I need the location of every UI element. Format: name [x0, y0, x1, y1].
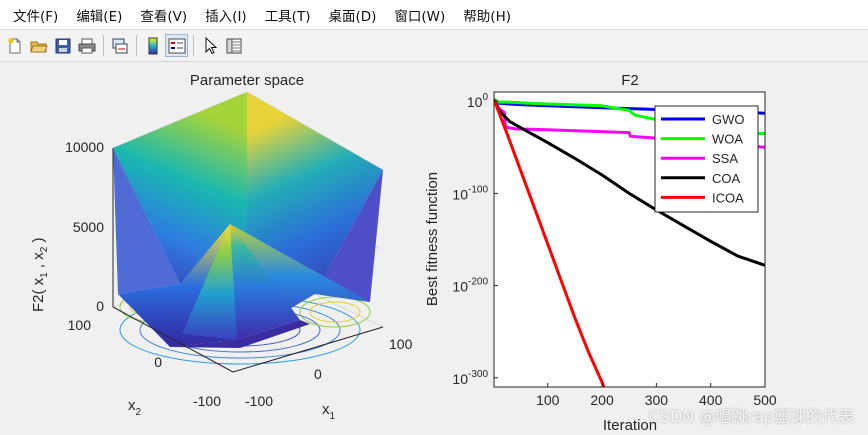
surface-mesh: [113, 92, 383, 348]
x1-axis-ticks: -100 0 100: [245, 336, 413, 409]
menu-item[interactable]: 文件(F): [13, 8, 59, 25]
menu-item[interactable]: 帮助(H): [463, 8, 511, 25]
legend[interactable]: GWO WOA SSA COA ICOA: [654, 105, 759, 213]
x-tick-label: 200: [590, 392, 614, 408]
toolbar-separator: [136, 35, 137, 56]
y-tick-label: 10-300: [452, 369, 488, 387]
chart-title: F2: [621, 72, 639, 89]
link-plot-button[interactable]: [108, 34, 131, 57]
open-file-button[interactable]: [27, 34, 50, 57]
toolbar: [0, 30, 868, 62]
print-icon: [78, 38, 95, 53]
save-button[interactable]: [51, 34, 74, 57]
toolbar-separator: [103, 35, 104, 56]
figure-canvas: Parameter space: [0, 62, 868, 435]
pointer-button[interactable]: [198, 34, 221, 57]
surface-plot-title: Parameter space: [190, 72, 304, 89]
menu-item[interactable]: 编辑(E): [76, 8, 123, 25]
menu-item[interactable]: 工具(T): [264, 8, 311, 25]
x-axis-label: Iteration: [603, 417, 657, 434]
x-axis-ticks: 100 200 300 400 500: [536, 383, 777, 408]
menu-item[interactable]: 查看(V): [140, 8, 188, 25]
legend-label: WOA: [712, 132, 743, 147]
x1-axis-label: x1: [322, 401, 336, 422]
y-tick-label: 10-200: [452, 277, 488, 295]
axes-lines: [112, 148, 384, 373]
z-tick: 10000: [65, 139, 104, 155]
x-tick-label: 300: [645, 392, 669, 408]
legend-label: ICOA: [712, 190, 744, 205]
z-tick: 0: [96, 298, 104, 314]
legend-label: GWO: [712, 112, 745, 127]
legend-button[interactable]: [165, 34, 188, 57]
menu-item[interactable]: 窗口(W): [394, 8, 446, 25]
z-tick: 5000: [73, 219, 104, 235]
legend-label: COA: [712, 171, 741, 186]
x-tick-label: 400: [699, 392, 723, 408]
property-editor-icon: [226, 38, 241, 53]
z-axis-ticks: 0 5000 10000: [65, 139, 104, 314]
y-axis-ticks: 100 10-100 10-200 10-300: [452, 92, 498, 387]
menu-item[interactable]: 插入(I): [205, 8, 247, 25]
legend-icon: [168, 38, 185, 53]
save-icon: [55, 38, 70, 53]
x-tick-label: 100: [536, 392, 560, 408]
property-editor-button[interactable]: [222, 34, 245, 57]
watermark-text: CSDN @唱跳rap篮球的代表: [648, 407, 854, 426]
convergence-chart: F2 100 200 300 400 500 100 10-100 10-200 10-300…: [424, 72, 777, 434]
link-plot-icon: [112, 38, 127, 53]
x-tick-label: 500: [753, 392, 777, 408]
open-file-icon: [29, 41, 48, 52]
toolbar-separator: [193, 35, 194, 56]
colorbar-icon: [148, 37, 157, 54]
y-tick-label: 10-100: [452, 184, 488, 202]
y-tick-label: 100: [467, 92, 489, 110]
x2-axis-label: x2: [128, 397, 142, 418]
x1-tick: 0: [314, 366, 322, 382]
new-figure-button[interactable]: [3, 34, 26, 57]
x2-tick: 100: [68, 317, 92, 333]
new-figure-icon: [8, 38, 20, 53]
y-axis-label: Best fitness function: [424, 172, 441, 306]
menu-item[interactable]: 桌面(D): [328, 8, 377, 25]
x1-tick: 100: [389, 336, 413, 352]
menu-bar: 文件(F) 编辑(E) 查看(V) 插入(I) 工具(T) 桌面(D) 窗口(W) 帮助(H): [0, 0, 868, 30]
legend-label: SSA: [712, 151, 738, 166]
x1-tick: -100: [245, 393, 273, 409]
x2-tick: 0: [154, 354, 162, 370]
print-button[interactable]: [75, 34, 98, 57]
series-line-coa: [494, 98, 765, 267]
x2-tick: -100: [193, 393, 221, 409]
colorbar-button[interactable]: [141, 34, 164, 57]
series-line-icoa: [494, 98, 606, 387]
plot-frame: [493, 91, 766, 388]
pointer-icon: [205, 36, 217, 54]
x2-axis-ticks: 100 0 -100: [68, 317, 222, 409]
surface-plot: Parameter space: [30, 72, 413, 422]
z-axis-label: F2( x1 , x2 ): [30, 238, 50, 312]
